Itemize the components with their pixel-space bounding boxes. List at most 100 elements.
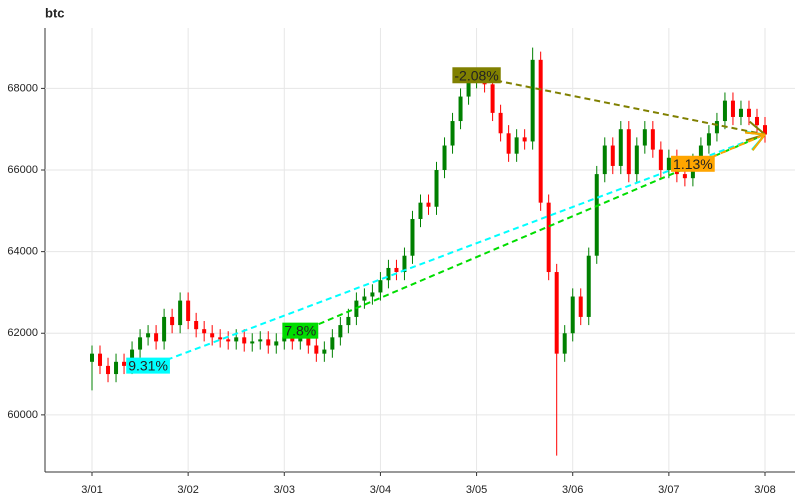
- candle-body: [234, 337, 239, 342]
- candle-body: [634, 145, 639, 175]
- x-tick-label: 3/02: [177, 484, 198, 496]
- candle-body: [90, 353, 94, 362]
- annotation: 1.13%: [671, 155, 715, 172]
- candle-body: [98, 353, 103, 366]
- trend-line: [476, 75, 766, 136]
- candle-body: [370, 292, 375, 297]
- candle-body: [106, 365, 111, 375]
- candle-body: [138, 337, 143, 350]
- x-tick-label: 3/07: [658, 484, 679, 496]
- candle-body: [218, 337, 223, 340]
- candle-body: [506, 133, 511, 154]
- candle-body: [562, 333, 567, 354]
- candle-body: [610, 145, 615, 166]
- candle-body: [458, 96, 463, 122]
- candle-body: [250, 341, 255, 344]
- arrow-head: [751, 133, 766, 151]
- x-tick-label: 3/06: [562, 484, 583, 496]
- candle-body: [210, 333, 215, 338]
- candle-body: [442, 145, 447, 171]
- candle-body: [186, 300, 191, 322]
- candle-body: [378, 280, 383, 293]
- candle-body: [658, 149, 663, 171]
- candle-body: [466, 80, 471, 97]
- candle-body: [714, 121, 719, 134]
- candle-body: [402, 255, 407, 273]
- candle-body: [122, 361, 127, 366]
- candle-body: [594, 174, 599, 256]
- x-tick-label: 3/05: [466, 484, 487, 496]
- candle-body: [450, 121, 455, 146]
- candle-body: [578, 296, 583, 317]
- candle-body: [418, 202, 423, 219]
- y-tick-label: 64000: [7, 246, 38, 258]
- candle-body: [538, 59, 543, 203]
- candle-body: [314, 345, 319, 354]
- annotation-box: [671, 155, 715, 172]
- annotation: 9.31%: [126, 357, 170, 374]
- y-tick-label: 60000: [7, 409, 38, 421]
- x-tick-label: 3/03: [274, 484, 295, 496]
- candle-body: [666, 157, 671, 171]
- candle-body: [698, 145, 703, 162]
- candle-body: [498, 112, 503, 134]
- candle-body: [274, 341, 279, 346]
- annotation-box: [282, 322, 319, 339]
- candle-body: [426, 202, 431, 207]
- candle-body: [154, 333, 159, 342]
- candle-body: [618, 129, 623, 166]
- chart-title: btc: [45, 5, 65, 20]
- candle-body: [706, 133, 711, 146]
- candle-body: [338, 325, 343, 338]
- candle-body: [746, 108, 751, 117]
- annotation-label: 7.8%: [284, 323, 316, 339]
- annotation: 7.8%: [282, 322, 319, 339]
- candle-body: [763, 125, 767, 135]
- candle-body: [410, 218, 415, 256]
- candle-body: [162, 316, 167, 342]
- candle-body: [178, 300, 183, 326]
- candle-body: [114, 361, 119, 375]
- candle-body: [490, 84, 495, 113]
- candle-body: [242, 337, 247, 344]
- y-tick-label: 62000: [7, 327, 38, 339]
- candle-body: [722, 100, 727, 122]
- x-tick-label: 3/08: [754, 484, 775, 496]
- candle-body: [546, 202, 551, 273]
- candle-body: [570, 296, 575, 334]
- candle-body: [330, 337, 335, 350]
- candle-body: [530, 59, 535, 142]
- candle-body: [258, 339, 263, 342]
- arrow-head: [744, 131, 766, 136]
- candle-body: [266, 339, 271, 346]
- candle-body: [306, 335, 311, 346]
- arrow-head: [749, 120, 766, 136]
- candle-body: [386, 267, 391, 281]
- y-tick-label: 68000: [7, 82, 38, 94]
- x-tick-label: 3/01: [81, 484, 102, 496]
- candle-body: [290, 337, 295, 342]
- candle-body: [194, 321, 199, 330]
- candle-body: [554, 272, 559, 354]
- candle-body: [146, 333, 151, 338]
- candle-body: [626, 129, 631, 175]
- candle-body: [170, 316, 175, 326]
- candle-body: [730, 100, 735, 117]
- candle-body: [394, 267, 399, 273]
- annotation-box: [126, 357, 170, 374]
- candle-body: [650, 129, 655, 150]
- candle-body: [754, 116, 759, 126]
- candle-body: [682, 174, 687, 179]
- annotation-label: 9.31%: [128, 358, 168, 374]
- annotation-label: -2.08%: [454, 67, 498, 83]
- candle-body: [282, 337, 287, 342]
- y-tick-label: 66000: [7, 164, 38, 176]
- candle-body: [602, 145, 607, 175]
- candle-body: [322, 349, 327, 354]
- candle-body: [586, 255, 591, 317]
- candle-body: [226, 339, 231, 342]
- candle-body: [434, 170, 439, 207]
- candle-body: [522, 137, 527, 142]
- candle-body: [514, 137, 519, 154]
